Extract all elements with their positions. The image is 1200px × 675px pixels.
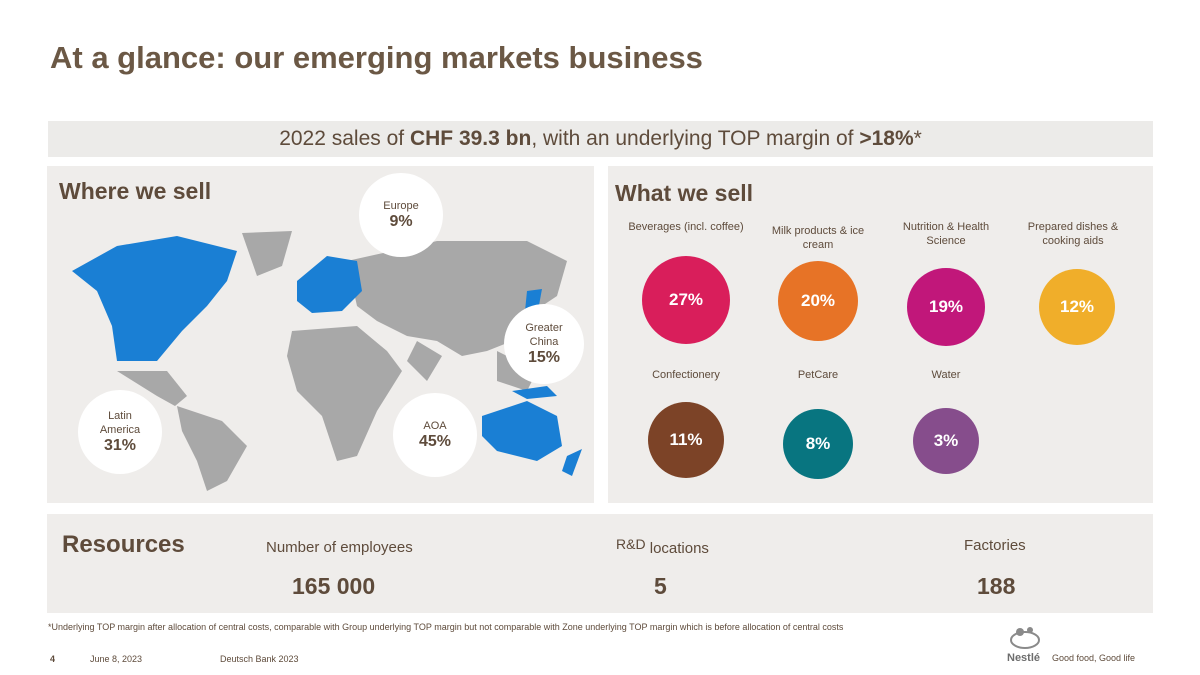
tagline: Good food, Good life	[1052, 653, 1136, 663]
category-label: Water	[931, 369, 961, 381]
region-value: 9%	[389, 213, 413, 230]
nestle-nest-logo-icon	[1010, 627, 1040, 649]
region-label: Latin America	[99, 410, 141, 436]
factories-label: Factories	[964, 537, 1026, 554]
category-circle-water: 3%	[913, 408, 979, 474]
page-title: At a glance: our emerging markets busine…	[50, 40, 703, 75]
category-label: Nutrition & Health Science	[902, 221, 990, 247]
region-bubble-europe: Europe 9%	[359, 173, 443, 257]
factories-value: 188	[977, 573, 1016, 599]
region-bubble-aoa: AOA 45%	[393, 393, 477, 477]
footnote-marker: *	[913, 127, 922, 150]
footer-event: Deutsch Bank 2023	[220, 654, 299, 664]
rd-label: R&D locations	[616, 536, 709, 557]
where-we-sell-panel: Where we sell Europe 9%	[47, 166, 594, 503]
region-value: 31%	[103, 437, 137, 454]
footnote: *Underlying TOP margin after allocation …	[48, 622, 844, 632]
category-circle-confectionery: 11%	[648, 402, 724, 478]
world-map	[72, 231, 582, 491]
category-circle-beverages: 27%	[642, 256, 730, 344]
category-label: Prepared dishes & cooking aids	[1027, 221, 1119, 247]
category-label: Milk products & ice cream	[771, 225, 865, 251]
region-label: AOA	[423, 420, 447, 432]
employees-label: Number of employees	[266, 539, 413, 556]
what-heading: What we sell	[615, 180, 754, 206]
employees-value: 165 000	[292, 573, 376, 599]
region-bubble-latin-america: Latin America 31%	[78, 390, 162, 474]
category-label: Confectionery	[652, 369, 720, 381]
what-we-sell-panel: What we sell Beverages (incl. coffee) Mi…	[608, 166, 1153, 503]
category-circle-petcare: 8%	[783, 409, 853, 479]
sales-value: CHF 39.3 bn	[409, 127, 532, 150]
region-label: Greater China	[525, 322, 563, 348]
resources-panel: Resources Number of employees 165 000 R&…	[47, 514, 1153, 613]
where-heading: Where we sell	[59, 178, 212, 204]
category-circle-nutrition: 19%	[907, 268, 985, 346]
region-value: 15%	[527, 349, 561, 366]
resources-heading: Resources	[62, 531, 185, 558]
banner-text: , with an underlying TOP margin of	[531, 127, 860, 150]
rd-value: 5	[654, 573, 667, 599]
sales-banner: 2022 sales of CHF 39.3 bn, with an under…	[48, 121, 1153, 157]
category-label: Beverages (incl. coffee)	[628, 221, 744, 233]
brand-logo: Nestlé	[1007, 652, 1041, 664]
category-circle-prepared: 12%	[1039, 269, 1115, 345]
region-bubble-greater-china: Greater China 15%	[504, 304, 584, 384]
category-circle-milk: 20%	[778, 261, 858, 341]
footer-date: June 8, 2023	[90, 654, 143, 664]
rd-label-b: locations	[649, 540, 709, 557]
rd-label-a: R&D	[616, 536, 646, 552]
page-number: 4	[50, 654, 56, 664]
margin-value: >18%	[859, 127, 914, 150]
banner-text: 2022 sales of	[279, 127, 410, 150]
category-label: PetCare	[797, 369, 839, 381]
region-value: 45%	[418, 433, 452, 450]
region-label: Europe	[383, 200, 419, 212]
